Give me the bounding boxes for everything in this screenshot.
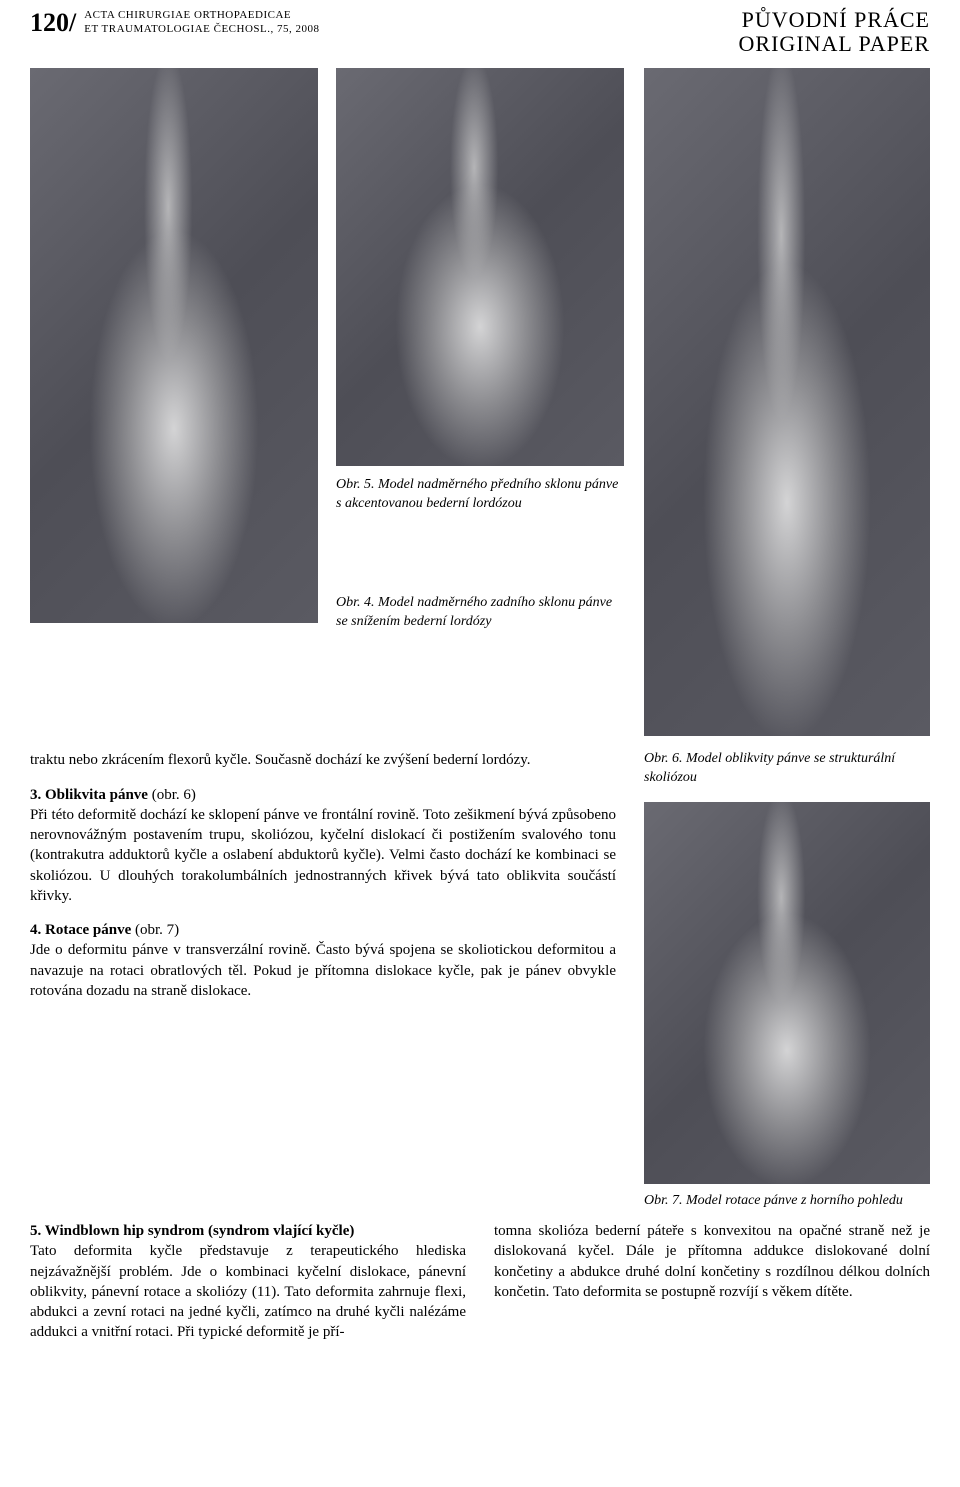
paragraph-5-body: Tato deformita kyčle představuje z terap… xyxy=(30,1243,466,1340)
paragraph-3-body: Při této deformitě dochází ke sklopení p… xyxy=(30,807,616,904)
journal-info: ACTA CHIRURGIAE ORTHOPAEDICAE ET TRAUMAT… xyxy=(84,8,319,37)
figure-7-image xyxy=(644,802,930,1184)
figure-6-caption: Obr. 6. Model oblikvity pánve se struktu… xyxy=(644,750,930,788)
heading-4-suffix: (obr. 7) xyxy=(131,922,179,938)
two-column-mid: traktu nebo zkrácením flexorů kyčle. Sou… xyxy=(30,750,930,1211)
heading-5: 5. Windblown hip syndrom (syndrom vlajíc… xyxy=(30,1223,354,1239)
figure-4-image xyxy=(30,68,318,623)
two-column-lower: 5. Windblown hip syndrom (syndrom vlajíc… xyxy=(30,1221,930,1357)
figure-4-column xyxy=(30,68,318,736)
figure-6-image xyxy=(644,68,930,736)
header-right: PŮVODNÍ PRÁCE ORIGINAL PAPER xyxy=(739,8,930,56)
paragraph-trakt: traktu nebo zkrácením flexorů kyčle. Sou… xyxy=(30,750,616,770)
lower-column-left: 5. Windblown hip syndrom (syndrom vlajíc… xyxy=(30,1221,466,1357)
paragraph-right-bottom: tomna skolióza bederní páteře s konvexit… xyxy=(494,1221,930,1302)
figure-5-image xyxy=(336,68,624,466)
paragraph-3: 3. Oblikvita pánve (obr. 6) Při této def… xyxy=(30,785,616,907)
figure-5-caption: Obr. 5. Model nadměrného předního sklonu… xyxy=(336,476,626,514)
paragraph-4: 4. Rotace pánve (obr. 7) Jde o deformitu… xyxy=(30,920,616,1001)
heading-4: 4. Rotace pánve xyxy=(30,922,131,938)
main-content: Obr. 5. Model nadměrného předního sklonu… xyxy=(0,68,960,1376)
column-left: traktu nebo zkrácením flexorů kyčle. Sou… xyxy=(30,750,616,1211)
heading-3-suffix: (obr. 6) xyxy=(148,787,196,803)
header-left: 120/ ACTA CHIRURGIAE ORTHOPAEDICAE ET TR… xyxy=(30,8,320,38)
figure-7-caption: Obr. 7. Model rotace pánve z horního poh… xyxy=(644,1192,930,1211)
heading-3: 3. Oblikvita pánve xyxy=(30,787,148,803)
journal-line1: ACTA CHIRURGIAE ORTHOPAEDICAE xyxy=(84,8,319,22)
page-number: 120/ xyxy=(30,8,76,38)
title-cs: PŮVODNÍ PRÁCE xyxy=(739,8,930,32)
column-right: Obr. 6. Model oblikvity pánve se struktu… xyxy=(644,750,930,1211)
paragraph-4-body: Jde o deformitu pánve v transverzální ro… xyxy=(30,942,616,999)
journal-line2: ET TRAUMATOLOGIAE ČECHOSL., 75, 2008 xyxy=(84,22,319,36)
page-header: 120/ ACTA CHIRURGIAE ORTHOPAEDICAE ET TR… xyxy=(0,0,960,68)
figure-6-column xyxy=(644,68,930,736)
lower-column-right: tomna skolióza bederní páteře s konvexit… xyxy=(494,1221,930,1357)
figure-4-caption: Obr. 4. Model nadměrného zadního sklonu … xyxy=(336,594,626,632)
figure-row-top: Obr. 5. Model nadměrného předního sklonu… xyxy=(30,68,930,736)
paragraph-5: 5. Windblown hip syndrom (syndrom vlajíc… xyxy=(30,1221,466,1343)
title-en: ORIGINAL PAPER xyxy=(739,32,930,56)
figure-5-column: Obr. 5. Model nadměrného předního sklonu… xyxy=(336,68,626,736)
